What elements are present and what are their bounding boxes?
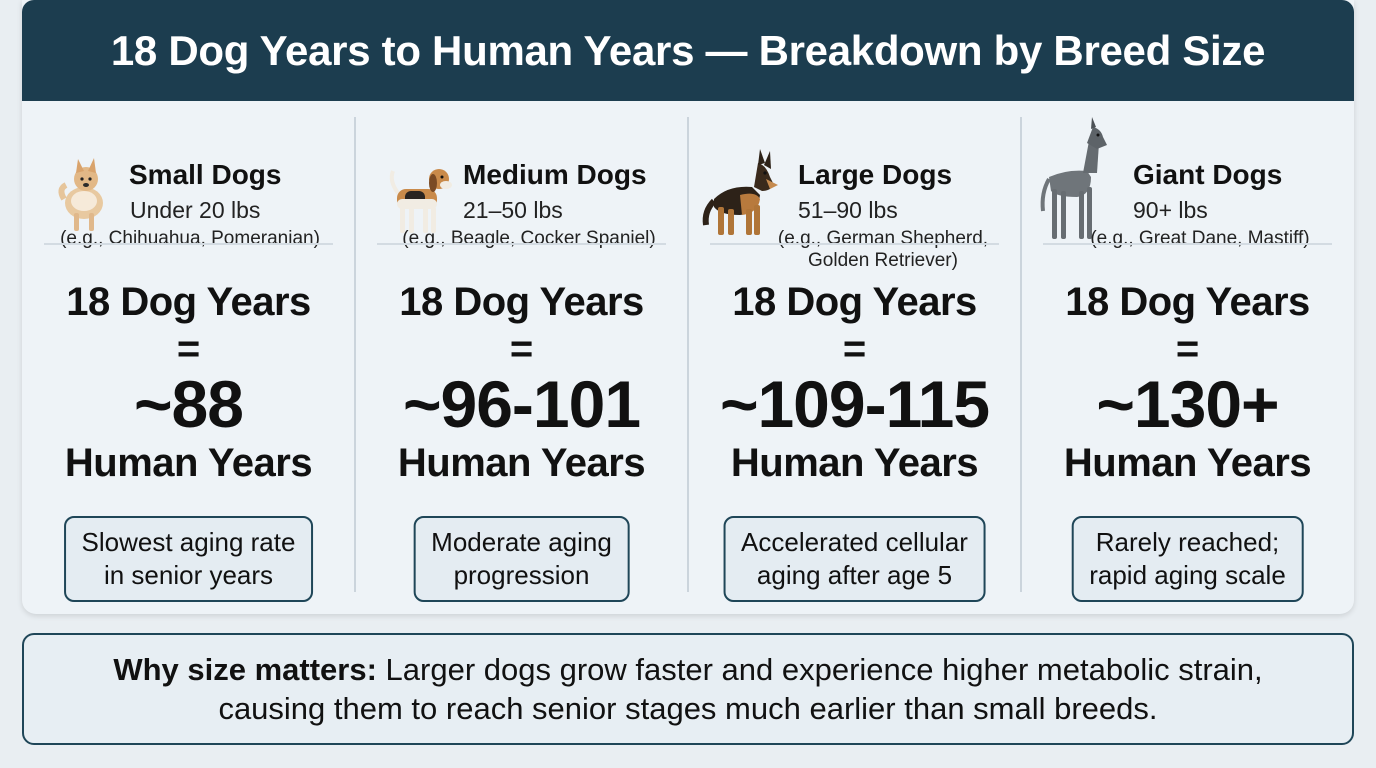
human-years-value: ~96-101 [402,367,641,441]
dog-years-label: 18 Dog Years [66,280,311,324]
human-years-label: Human Years [1063,441,1312,485]
column-header: Medium Dogs 21–50 lbs (e.g., Beagle, Coc… [355,131,688,249]
aging-note: Moderate aging progression [413,516,630,602]
human-years-label: Human Years [64,441,313,485]
column-header: Giant Dogs 90+ lbs (e.g., Great Dane, Ma… [1021,117,1354,249]
human-years-label: Human Years [397,441,646,485]
column-medium-dogs: Medium Dogs 21–50 lbs (e.g., Beagle, Coc… [355,101,688,614]
breed-examples: (e.g., Chihuahua, Pomeranian) [60,228,320,249]
aging-note: Rarely reached; rapid aging scale [1071,516,1304,602]
size-category-name: Small Dogs [129,159,282,190]
column-giant-dogs: Giant Dogs 90+ lbs (e.g., Great Dane, Ma… [1021,101,1354,614]
age-conversion: 18 Dog Years = ~88 Human Years [22,277,355,489]
human-years-value: ~88 [134,367,244,441]
equals-sign: = [1175,327,1200,371]
column-divider [687,117,689,592]
breed-examples: (e.g., Beagle, Cocker Spaniel) [402,228,656,249]
age-conversion: 18 Dog Years = ~96-101 Human Years [355,277,688,489]
column-divider [354,117,356,592]
page-title: 18 Dog Years to Human Years — Breakdown … [110,26,1266,74]
divider-rule [44,243,333,245]
equals-sign: = [176,327,201,371]
column-header: Small Dogs Under 20 lbs (e.g., Chihuahua… [22,131,355,249]
footer-text: Why size matters: Larger dogs grow faste… [113,652,1263,726]
equals-sign: = [509,327,534,371]
small-dog-icon [54,141,114,241]
weight-range: 90+ lbs [1133,197,1208,223]
column-header: Large Dogs 51–90 lbs (e.g., German Sheph… [688,131,1021,271]
dog-years-label: 18 Dog Years [1065,280,1310,324]
human-years-value: ~109-115 [719,367,990,441]
breakdown-card: 18 Dog Years to Human Years — Breakdown … [22,0,1354,614]
size-category-name: Large Dogs [798,159,953,190]
giant-dog-icon [1037,115,1109,245]
age-conversion: 18 Dog Years = ~130+ Human Years [1021,277,1354,489]
size-category-name: Giant Dogs [1133,159,1283,190]
human-years-label: Human Years [730,441,979,485]
age-conversion: 18 Dog Years = ~109-115 Human Years [688,277,1021,489]
aging-note: Slowest aging rate in senior years [63,516,314,602]
column-divider [1020,117,1022,592]
divider-rule [1043,243,1332,245]
breed-columns: Small Dogs Under 20 lbs (e.g., Chihuahua… [22,101,1354,614]
large-dog-icon [700,141,782,241]
medium-dog-icon [383,141,453,241]
weight-range: 21–50 lbs [463,197,563,223]
dog-years-label: 18 Dog Years [399,280,644,324]
column-large-dogs: Large Dogs 51–90 lbs (e.g., German Sheph… [688,101,1021,614]
weight-range: Under 20 lbs [130,197,261,223]
size-category-name: Medium Dogs [463,159,647,190]
footer-heading: Why size matters: [113,652,377,687]
weight-range: 51–90 lbs [798,197,898,223]
title-bar: 18 Dog Years to Human Years — Breakdown … [22,0,1354,101]
divider-rule [710,243,999,245]
equals-sign: = [842,327,867,371]
human-years-value: ~130+ [1096,367,1279,441]
breed-examples: (e.g., Great Dane, Mastiff) [1090,228,1310,249]
divider-rule [377,243,666,245]
dog-years-label: 18 Dog Years [732,280,977,324]
why-size-matters-box: Why size matters: Larger dogs grow faste… [22,633,1354,745]
breed-examples: (e.g., German Shepherd, Golden Retriever… [777,228,989,271]
aging-note: Accelerated cellular aging after age 5 [723,516,986,602]
column-small-dogs: Small Dogs Under 20 lbs (e.g., Chihuahua… [22,101,355,614]
